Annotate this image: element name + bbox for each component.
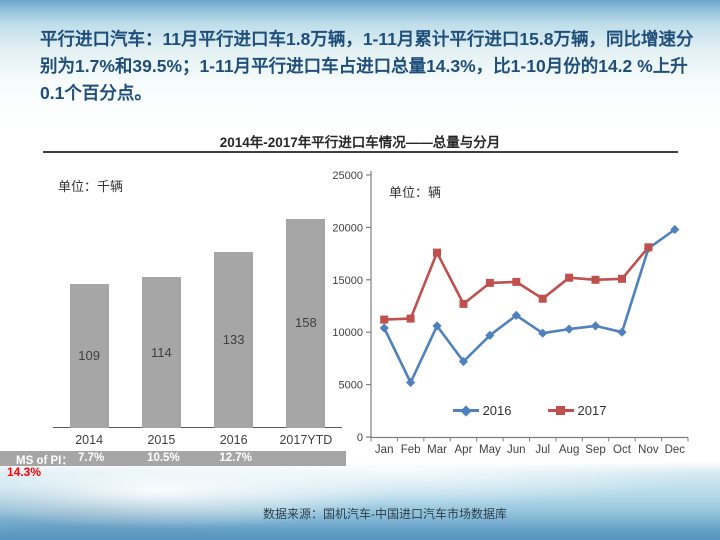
market-share-value-2014: 7.7%	[78, 452, 105, 464]
legend-line-2016	[452, 404, 479, 417]
bar-value-2017YTD: 158	[295, 315, 317, 331]
source-note: 数据来源：国机汽车-中国进口汽车市场数据库	[263, 507, 507, 521]
bar-category-2014: 2014	[75, 433, 104, 447]
market-share-value-2016: 12.7%	[219, 452, 252, 464]
bar-value-2016: 133	[222, 331, 245, 347]
chart-title: 2014年-2017年平行进口车情况——总量与分月	[219, 135, 501, 150]
sky-gradient-background	[0, 0, 720, 130]
legend-entry-2017: 2017	[547, 403, 607, 418]
line-chart-unit-label: 单位：辆	[389, 185, 442, 200]
bar-value-2014: 109	[78, 347, 100, 363]
line-chart-legend: 2016 2017	[371, 403, 688, 418]
market-share-overflow-value: 14.3%	[7, 465, 42, 479]
bar-category-2015: 2015	[147, 433, 176, 447]
water-wave-background	[0, 462, 720, 540]
market-share-label: MS of PI：	[16, 455, 73, 467]
bar-chart-unit-label: 单位：千辆	[58, 179, 124, 194]
legend-diamond-icon	[459, 404, 472, 417]
bar-category-2016: 2016	[219, 433, 248, 447]
legend-entry-2016: 2016	[452, 403, 512, 418]
bar-value-2015: 114	[151, 344, 172, 360]
bar-2014	[69, 283, 109, 428]
bar-2017YTD	[286, 218, 326, 428]
bar-chart-x-axis	[53, 426, 342, 428]
bar-category-2017YTD: 2017YTD	[279, 433, 333, 447]
bar-2016	[214, 251, 254, 428]
market-share-value-2015: 10.5%	[147, 452, 180, 464]
headline: 平行进口汽车：11月平行进口车1.8万辆，1-11月累计平行进口15.8万辆，同…	[40, 29, 694, 103]
legend-label-2017: 2017	[577, 403, 607, 418]
legend-line-2017	[547, 406, 574, 415]
market-share-strip: MS of PI： 7.7% 10.5% 12.7%	[0, 451, 346, 467]
legend-square-icon	[556, 406, 565, 415]
bar-2015	[141, 277, 181, 428]
legend-label-2016: 2016	[482, 403, 512, 418]
title-divider	[43, 151, 678, 153]
